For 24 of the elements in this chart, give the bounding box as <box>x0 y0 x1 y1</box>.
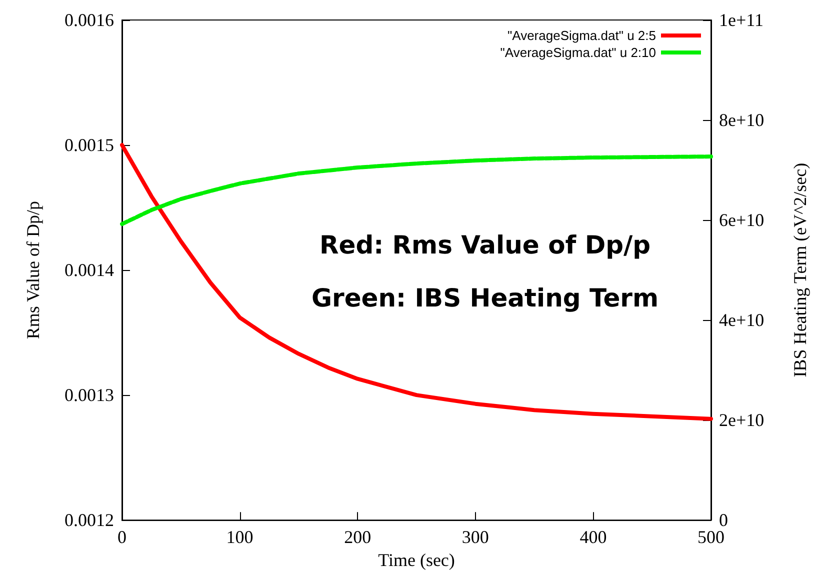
annotation: Red: Rms Value of Dp/p <box>320 230 650 260</box>
y-tick-label: 0.0015 <box>64 135 114 156</box>
annotation: Green: IBS Heating Term <box>311 284 659 312</box>
y-tick-label: 0.0012 <box>64 510 114 530</box>
line-series <box>120 154 713 226</box>
legend-label: "AverageSigma.dat" u 2:10 <box>500 45 656 60</box>
y2-tick-label: 4e+10 <box>719 310 764 330</box>
x-tick-label: 100 <box>226 527 254 548</box>
y-axis-title: Rms Value of Dp/p <box>23 200 43 340</box>
y2-tick-label: 8e+10 <box>719 110 764 130</box>
x-tick-label: 300 <box>462 527 489 548</box>
y2-axis-title: IBS Heating Term (eV^2/sec) <box>790 162 810 378</box>
x-tick-label: 0 <box>118 527 126 548</box>
y2-tick-label: 6e+10 <box>719 210 764 230</box>
y-tick-label: 0.0016 <box>64 10 114 30</box>
y-tick-label: 0.0014 <box>64 260 114 280</box>
y2-tick-label: 1e+11 <box>719 10 764 30</box>
x-axis-title: Time (sec) <box>378 550 455 570</box>
y-tick-label: 0.0013 <box>64 385 114 406</box>
x-tick-label: 200 <box>344 527 372 548</box>
line-series <box>120 143 713 421</box>
legend-label: "AverageSigma.dat" u 2:5 <box>508 28 656 43</box>
x-tick-label: 400 <box>580 527 607 548</box>
y2-tick-label: 2e+10 <box>719 410 764 430</box>
